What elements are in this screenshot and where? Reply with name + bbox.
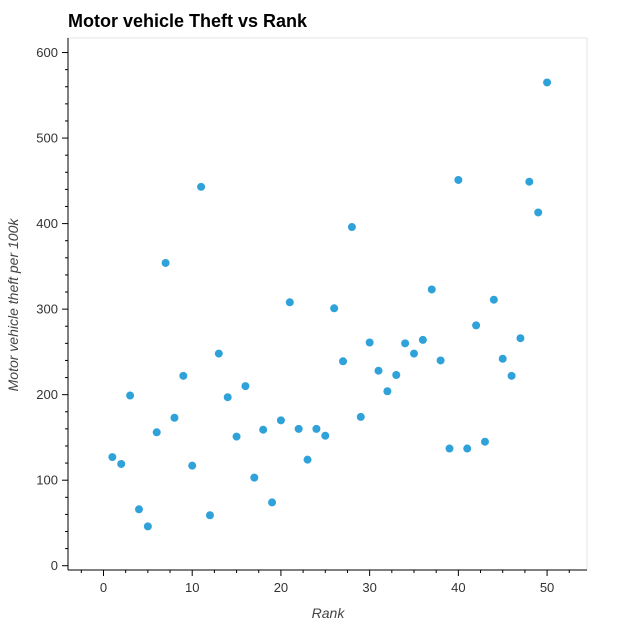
data-point: [312, 424, 321, 433]
data-point: [418, 335, 427, 344]
data-point: [250, 473, 259, 482]
x-axis: 0 10 20 30 40 50: [68, 569, 587, 595]
data-point: [303, 455, 312, 464]
x-axis-label: Rank: [312, 605, 346, 621]
data-point: [285, 298, 294, 307]
y-tick-label: 400: [36, 216, 58, 231]
data-point: [410, 349, 418, 358]
data-point: [294, 424, 303, 433]
x-tick-label: 30: [362, 580, 376, 595]
data-point: [507, 371, 516, 380]
data-point: [472, 321, 481, 330]
data-point: [525, 177, 534, 186]
data-point: [534, 208, 543, 217]
y-axis: 0 100 200 300 400 500 600: [36, 38, 69, 573]
x-tick-label: 40: [451, 580, 465, 595]
data-point: [445, 444, 454, 453]
data-point: [330, 304, 339, 313]
data-point: [179, 371, 188, 380]
x-tick-label: 50: [540, 580, 554, 595]
y-tick-label: 0: [51, 558, 58, 573]
data-point: [143, 522, 152, 531]
y-tick-label: 600: [36, 45, 58, 60]
data-point: [197, 182, 206, 191]
data-point: [268, 498, 277, 507]
data-point: [543, 78, 552, 87]
data-point: [454, 175, 463, 184]
data-point: [117, 459, 126, 468]
data-point: [126, 391, 135, 400]
data-point: [170, 413, 179, 422]
data-point: [161, 258, 170, 267]
data-point: [134, 505, 143, 514]
data-point: [498, 354, 507, 363]
data-point: [108, 453, 117, 462]
plot-frame: [67, 37, 588, 571]
data-points: [108, 78, 552, 531]
chart-title: Motor vehicle Theft vs Rank: [68, 11, 308, 31]
x-tick-label: 20: [274, 580, 288, 595]
data-point: [223, 393, 232, 402]
data-point: [489, 295, 498, 304]
data-point: [232, 432, 241, 441]
y-tick-label: 100: [36, 473, 58, 488]
data-point: [205, 511, 214, 520]
data-point: [516, 334, 525, 343]
data-point: [152, 428, 161, 437]
data-point: [374, 366, 383, 375]
data-point: [392, 370, 401, 379]
x-tick-label: 0: [100, 580, 107, 595]
y-tick-label: 300: [36, 302, 58, 317]
data-point: [259, 425, 268, 434]
data-point: [339, 357, 348, 366]
data-point: [321, 431, 330, 440]
y-tick-label: 500: [36, 131, 58, 146]
data-point: [463, 444, 472, 453]
data-point: [276, 416, 285, 425]
data-point: [241, 382, 250, 391]
data-point: [214, 349, 223, 358]
y-axis-label: Motor vehicle theft per 100k: [5, 218, 21, 392]
data-point: [188, 461, 197, 470]
data-point: [365, 338, 374, 347]
data-point: [356, 412, 365, 421]
data-point: [383, 387, 392, 396]
x-tick-label: 10: [185, 580, 199, 595]
data-point: [436, 356, 445, 365]
data-point: [480, 437, 489, 446]
data-point: [347, 223, 356, 232]
y-tick-label: 200: [36, 387, 58, 402]
data-point: [427, 285, 436, 294]
data-point: [401, 339, 410, 348]
